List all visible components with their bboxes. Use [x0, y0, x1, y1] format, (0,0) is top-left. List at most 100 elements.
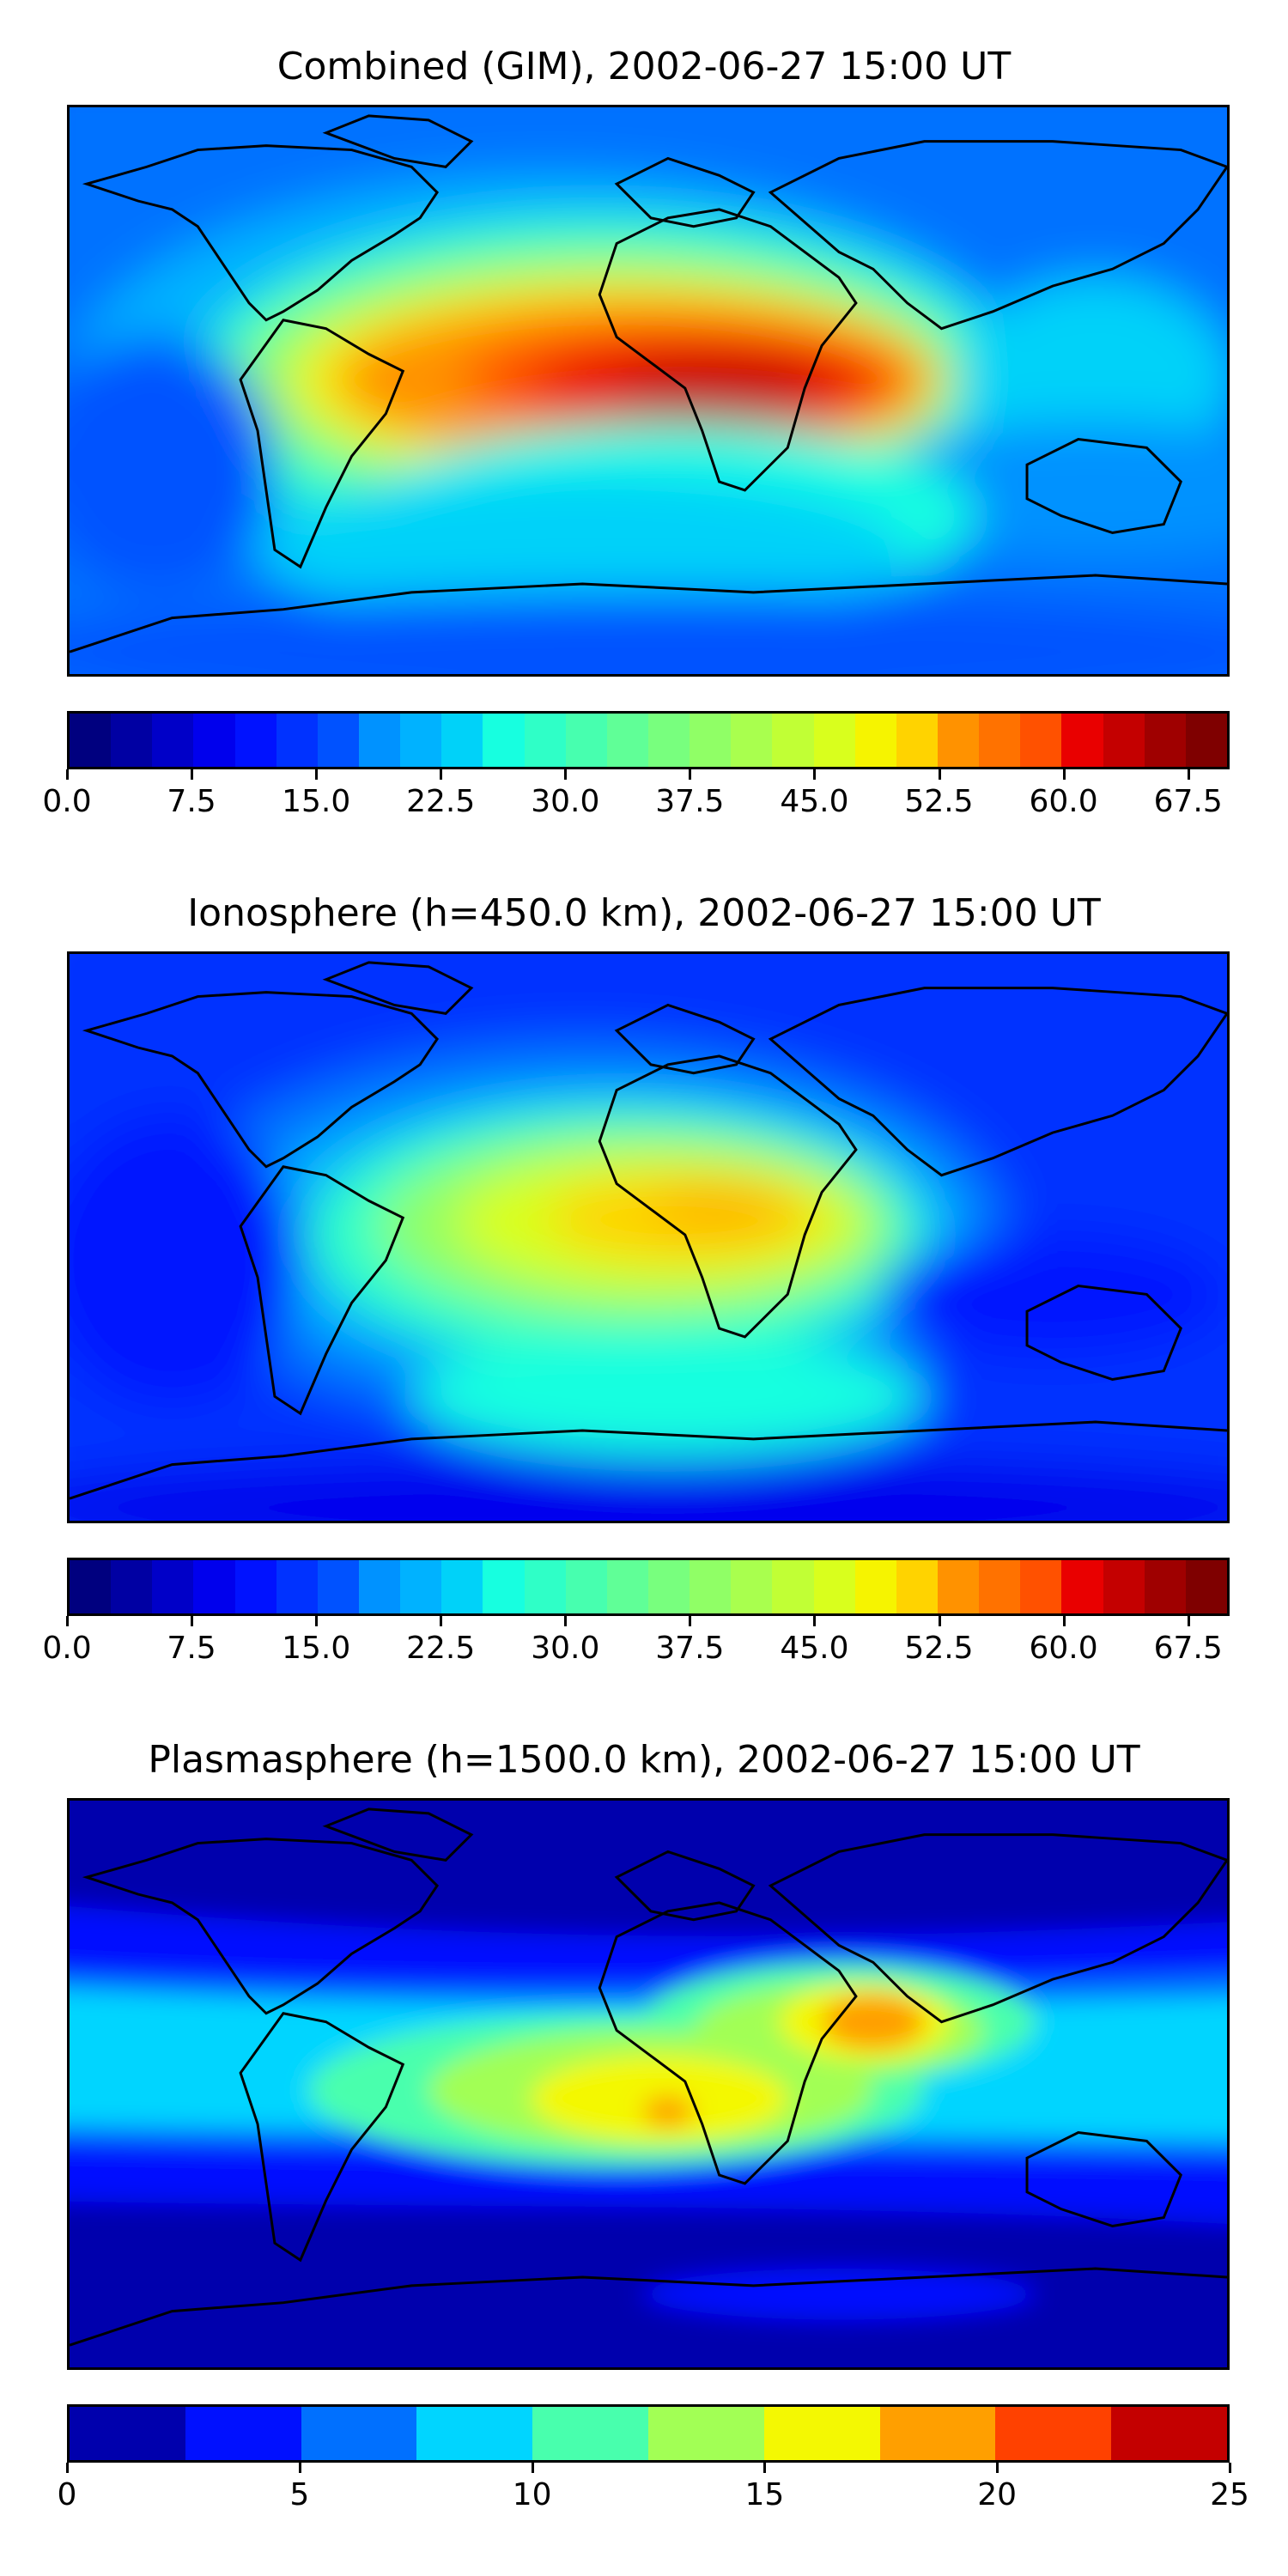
colorbar-segment — [524, 714, 566, 767]
colorbar-ionosphere — [67, 1558, 1230, 1616]
colorbar-segment — [193, 1560, 235, 1613]
contour-map-plasmasphere — [70, 1801, 1227, 2367]
colorbar-segment — [979, 1560, 1021, 1613]
colorbar-ticks-plasmasphere: 0 5 10 15 20 25 — [58, 2463, 1249, 2514]
colorbar-segment — [301, 2407, 417, 2460]
colorbar-tick-label: 7.5 — [167, 784, 216, 819]
colorbar-segment — [441, 1560, 483, 1613]
contour-map-ionosphere — [70, 954, 1227, 1521]
colorbar-tick-label: 5 — [289, 2477, 310, 2512]
colorbar-segment — [565, 714, 607, 767]
colorbar-segment — [152, 1560, 194, 1613]
colorbar-tick-label: 22.5 — [406, 1631, 476, 1666]
colorbar-tick-label: 45.0 — [780, 1631, 849, 1666]
colorbar-segment — [1020, 714, 1062, 767]
colorbar-segment — [70, 714, 112, 767]
colorbar-tick-label: 25 — [1210, 2477, 1249, 2512]
colorbar-tick-label: 7.5 — [167, 1631, 216, 1666]
colorbar-segment — [1144, 1560, 1186, 1613]
colorbar-tick-label: 30.0 — [531, 1631, 600, 1666]
colorbar-segment — [1020, 1560, 1062, 1613]
colorbar-tick-label: 67.5 — [1153, 784, 1223, 819]
colorbar-plasmasphere — [67, 2404, 1230, 2463]
colorbar-tick-label: 15.0 — [282, 784, 351, 819]
colorbar-segment — [565, 1560, 607, 1613]
colorbar-combined — [67, 711, 1230, 769]
colorbar-segment — [813, 714, 855, 767]
colorbar-tick-label: 30.0 — [531, 784, 600, 819]
coastlines-plasmasphere — [70, 1807, 1227, 2347]
coastlines-ionosphere — [70, 961, 1227, 1500]
colorbar-segment — [483, 1560, 525, 1613]
colorbar-segment — [647, 714, 690, 767]
colorbar-segment — [896, 1560, 938, 1613]
colorbar-segment — [854, 714, 896, 767]
colorbar-segment — [979, 714, 1021, 767]
contour-map-combined — [70, 107, 1227, 674]
colorbar-tick-label: 15 — [744, 2477, 785, 2512]
panel-title-plasmasphere: Plasmasphere (h=1500.0 km), 2002-06-27 1… — [148, 1738, 1140, 1782]
colorbar-segment — [524, 1560, 566, 1613]
colorbar-segment — [772, 714, 814, 767]
coastlines-combined — [70, 114, 1227, 653]
colorbar-segment — [1185, 714, 1227, 767]
colorbar-segment — [152, 714, 194, 767]
colorbar-segment — [358, 714, 401, 767]
colorbar-segment — [647, 2407, 764, 2460]
colorbar-segment — [772, 1560, 814, 1613]
colorbar-segment — [276, 1560, 318, 1613]
colorbar-segment — [763, 2407, 880, 2460]
colorbar-tick-label: 60.0 — [1029, 784, 1098, 819]
colorbar-tick-label: 37.5 — [655, 784, 725, 819]
colorbar-tick-label: 22.5 — [406, 784, 476, 819]
colorbar-tick-label: 37.5 — [655, 1631, 725, 1666]
colorbar-segment — [317, 1560, 359, 1613]
colorbar-tick-label: 67.5 — [1153, 1631, 1223, 1666]
colorbar-segment — [1144, 714, 1186, 767]
colorbar-segment — [400, 714, 442, 767]
colorbar-tick-label: 0.0 — [42, 1631, 92, 1666]
colorbar-segment — [416, 2407, 533, 2460]
colorbar-tick-label: 0 — [57, 2477, 77, 2512]
colorbar-segment — [647, 1560, 690, 1613]
colorbar-segment — [70, 1560, 112, 1613]
colorbar-ticks-combined: 0.0 7.5 15.0 22.5 30.0 37.5 45.0 52.5 60.0 67.5 — [42, 769, 1230, 821]
colorbar-segment — [606, 1560, 648, 1613]
colorbar-segment — [234, 1560, 276, 1613]
colorbar-segment — [731, 1560, 773, 1613]
colorbar-segment — [1061, 714, 1103, 767]
colorbar-segment — [400, 1560, 442, 1613]
colorbar-tick-label: 60.0 — [1029, 1631, 1098, 1666]
colorbar-tick-label: 45.0 — [780, 784, 849, 819]
colorbar-ticks-ionosphere: 0.0 7.5 15.0 22.5 30.0 37.5 45.0 52.5 60.0 67.5 — [42, 1616, 1230, 1668]
panel-title-combined: Combined (GIM), 2002-06-27 15:00 UT — [276, 45, 1012, 88]
colorbar-segment — [1111, 2407, 1227, 2460]
panel-title-ionosphere: Ionosphere (h=450.0 km), 2002-06-27 15:0… — [187, 891, 1101, 935]
colorbar-segment — [70, 2407, 185, 2460]
colorbar-segment — [441, 714, 483, 767]
colorbar-segment — [937, 1560, 980, 1613]
colorbar-tick-label: 52.5 — [904, 784, 974, 819]
colorbar-segment — [995, 2407, 1112, 2460]
colorbar-segment — [690, 714, 732, 767]
colorbar-segment — [317, 714, 359, 767]
colorbar-segment — [532, 2407, 648, 2460]
colorbar-tick-label: 20 — [977, 2477, 1018, 2512]
colorbar-segment — [1185, 1560, 1227, 1613]
colorbar-segment — [111, 714, 153, 767]
colorbar-segment — [193, 714, 235, 767]
colorbar-segment — [896, 714, 938, 767]
colorbar-tick-label: 52.5 — [904, 1631, 974, 1666]
colorbar-segment — [854, 1560, 896, 1613]
colorbar-segment — [690, 1560, 732, 1613]
tec-map-combined — [67, 105, 1230, 677]
colorbar-segment — [276, 714, 318, 767]
colorbar-segment — [879, 2407, 996, 2460]
tec-map-plasmasphere — [67, 1798, 1230, 2370]
colorbar-segment — [731, 714, 773, 767]
colorbar-segment — [234, 714, 276, 767]
tec-map-ionosphere — [67, 951, 1230, 1523]
colorbar-tick-label: 15.0 — [282, 1631, 351, 1666]
colorbar-segment — [937, 714, 980, 767]
colorbar-segment — [483, 714, 525, 767]
